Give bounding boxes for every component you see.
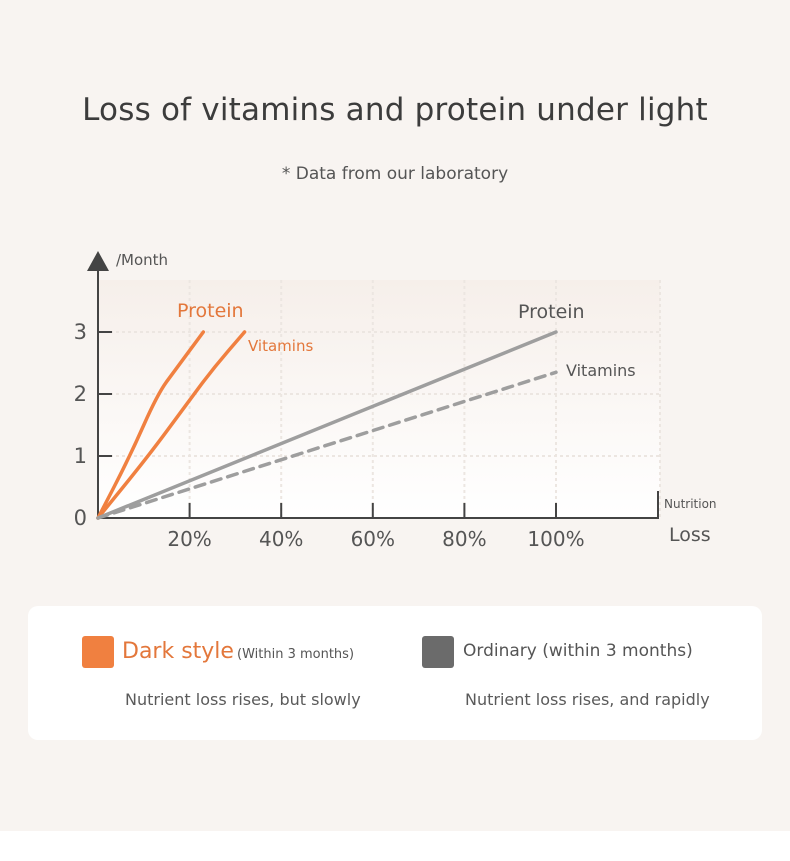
- chart-title: Loss of vitamins and protein under light: [82, 92, 708, 128]
- series-line-ordinary-vitamins: [96, 370, 558, 520]
- dark-style-swatch: [82, 636, 114, 668]
- legend-card: Dark style (Within 3 months) Nutrient lo…: [28, 606, 762, 740]
- y-tick-label: 3: [74, 320, 87, 344]
- series-label-ordinary-protein: Protein: [518, 301, 585, 323]
- series-line-dark-protein: [96, 330, 206, 520]
- line-chart: 0 1 2 3 20% 40% 60% 80% 100% /Month Nutrition Loss P…: [74, 251, 717, 551]
- y-axis-arrow: [87, 251, 109, 271]
- series-label-dark-vitamins: Vitamins: [248, 337, 313, 355]
- dark-style-note: (Within 3 months): [237, 647, 355, 662]
- x-tick-label: 60%: [351, 527, 395, 551]
- y-tick-label: 1: [74, 444, 87, 468]
- x-tick-label: 20%: [167, 527, 211, 551]
- dark-style-label: Dark style: [122, 639, 234, 664]
- grid: [98, 280, 661, 518]
- x-tick-label: 100%: [527, 527, 584, 551]
- x-tick-label: 40%: [259, 527, 303, 551]
- chart-subtitle: * Data from our laboratory: [281, 164, 509, 184]
- ordinary-swatch: [422, 636, 454, 668]
- x-tick-label: 80%: [442, 527, 486, 551]
- x-axis-label-small: Nutrition: [664, 497, 717, 511]
- series-line-ordinary-protein: [96, 330, 558, 520]
- y-tick-label: 0: [74, 506, 87, 530]
- series-label-ordinary-vitamins: Vitamins: [566, 361, 636, 380]
- dark-style-description: Nutrient loss rises, but slowly: [125, 690, 361, 709]
- ordinary-label: Ordinary (within 3 months): [463, 641, 693, 661]
- series-label-dark-protein: Protein: [177, 300, 244, 322]
- y-axis-label: /Month: [116, 251, 168, 269]
- labels-layer: 0 1 2 3 20% 40% 60% 80% 100% /Month Nutrition Loss P…: [74, 251, 717, 551]
- series-layer: [96, 330, 558, 520]
- ordinary-description: Nutrient loss rises, and rapidly: [465, 690, 710, 709]
- x-axis-label: Loss: [669, 524, 711, 546]
- series-line-dark-vitamins: [96, 330, 247, 520]
- axes: [87, 251, 659, 519]
- y-tick-label: 2: [74, 382, 87, 406]
